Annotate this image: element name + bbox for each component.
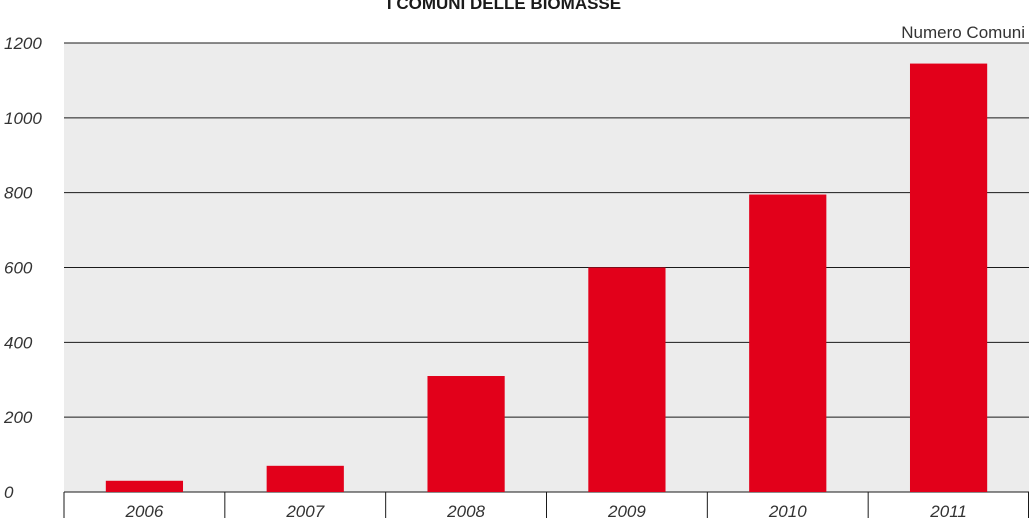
y-tick-label: 800 <box>4 184 33 203</box>
y-tick-label: 600 <box>4 259 33 278</box>
chart-title: I COMUNI DELLE BIOMASSE <box>387 0 621 13</box>
bar-2009 <box>588 267 666 492</box>
y-tick-label: 1200 <box>4 34 42 53</box>
bar-2006 <box>105 480 184 492</box>
x-tick-label: 2011 <box>929 502 967 521</box>
bar-2008 <box>427 376 505 492</box>
x-tick-label: 2008 <box>446 502 485 521</box>
y-tick-label: 400 <box>4 333 33 352</box>
y-tick-labels: 0 200 400 600 800 1000 1200 <box>3 34 42 502</box>
y-tick-label: 0 <box>4 483 14 502</box>
bar-2011 <box>909 63 988 493</box>
x-tick-label: 2007 <box>285 502 324 521</box>
x-tick-label: 2010 <box>768 502 807 521</box>
x-axis: 2006 2007 2008 2009 2010 2011 <box>63 492 1029 521</box>
y-tick-label: 200 <box>3 408 33 427</box>
bar-2010 <box>749 194 827 492</box>
unit-label: Numero Comuni <box>901 23 1025 42</box>
bars <box>105 63 988 493</box>
x-tick-label: 2009 <box>607 502 646 521</box>
y-tick-label: 1000 <box>4 109 42 128</box>
x-tick-label: 2006 <box>125 502 164 521</box>
bar-2007 <box>266 465 344 492</box>
